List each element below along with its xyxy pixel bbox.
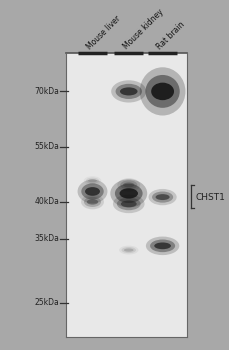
Ellipse shape bbox=[112, 195, 144, 213]
Ellipse shape bbox=[120, 180, 137, 189]
Ellipse shape bbox=[86, 178, 99, 184]
Ellipse shape bbox=[123, 248, 133, 252]
Ellipse shape bbox=[110, 179, 147, 208]
Ellipse shape bbox=[117, 178, 140, 191]
Text: CHST1: CHST1 bbox=[195, 193, 224, 202]
Ellipse shape bbox=[115, 84, 141, 99]
Ellipse shape bbox=[81, 195, 104, 209]
Text: Rat brain: Rat brain bbox=[155, 20, 186, 51]
Ellipse shape bbox=[155, 194, 169, 200]
Ellipse shape bbox=[88, 179, 96, 182]
Ellipse shape bbox=[111, 80, 146, 103]
Ellipse shape bbox=[139, 67, 185, 116]
Ellipse shape bbox=[150, 239, 174, 252]
Ellipse shape bbox=[120, 201, 136, 207]
Ellipse shape bbox=[86, 199, 98, 205]
Text: Mouse kidney: Mouse kidney bbox=[121, 8, 164, 51]
Ellipse shape bbox=[84, 197, 101, 207]
Ellipse shape bbox=[116, 197, 140, 210]
Ellipse shape bbox=[151, 191, 172, 203]
Ellipse shape bbox=[120, 88, 137, 96]
Ellipse shape bbox=[123, 182, 134, 187]
Ellipse shape bbox=[85, 187, 100, 196]
Ellipse shape bbox=[119, 188, 137, 198]
Ellipse shape bbox=[148, 189, 176, 205]
Ellipse shape bbox=[145, 75, 179, 108]
Ellipse shape bbox=[77, 180, 107, 203]
Ellipse shape bbox=[154, 243, 170, 249]
Ellipse shape bbox=[121, 247, 135, 253]
Ellipse shape bbox=[114, 184, 142, 203]
Ellipse shape bbox=[81, 183, 103, 199]
Text: 35kDa: 35kDa bbox=[34, 234, 59, 243]
Text: 70kDa: 70kDa bbox=[34, 87, 59, 96]
Ellipse shape bbox=[145, 237, 179, 255]
Ellipse shape bbox=[150, 83, 173, 100]
Bar bbox=[66, 53, 186, 336]
Text: 40kDa: 40kDa bbox=[34, 197, 59, 206]
Text: 55kDa: 55kDa bbox=[34, 142, 59, 151]
Text: Mouse liver: Mouse liver bbox=[85, 14, 122, 51]
Text: 25kDa: 25kDa bbox=[34, 298, 59, 307]
Ellipse shape bbox=[119, 246, 138, 254]
Ellipse shape bbox=[83, 176, 101, 185]
